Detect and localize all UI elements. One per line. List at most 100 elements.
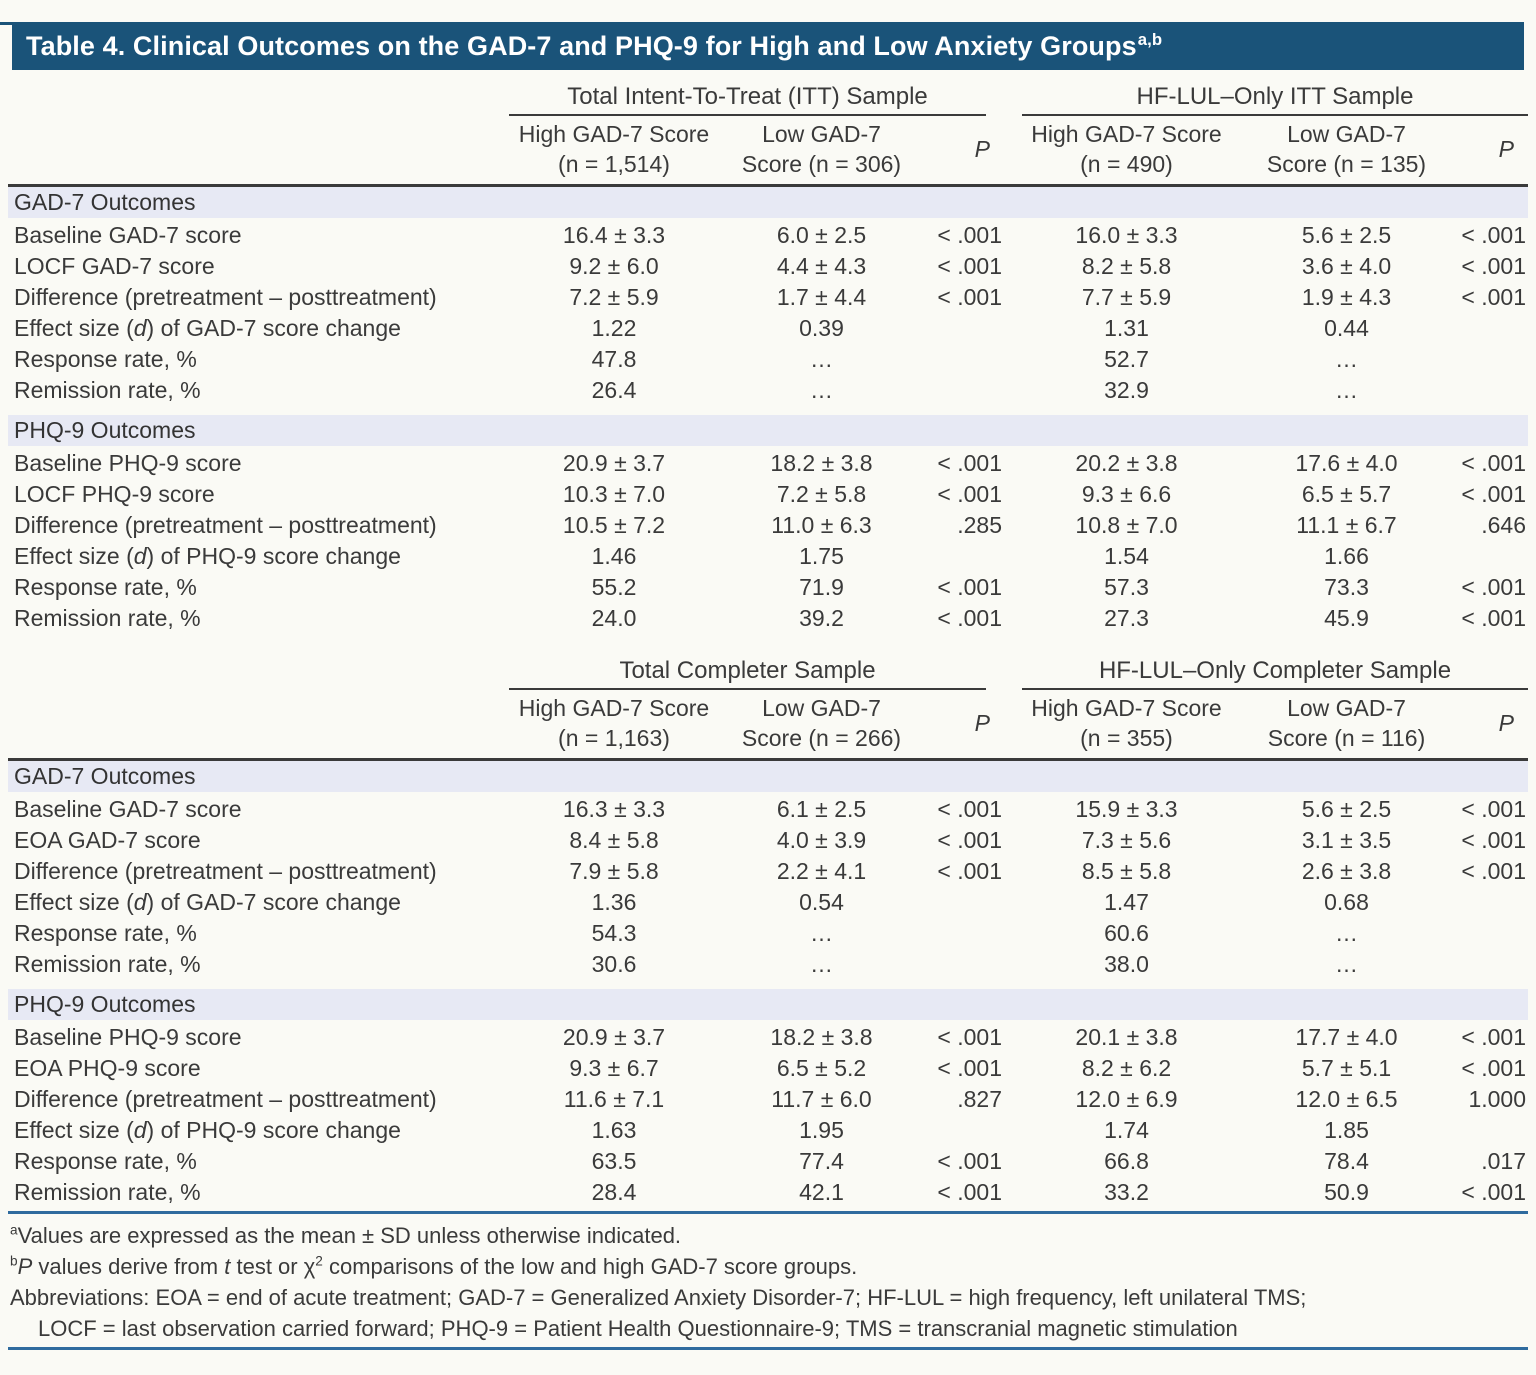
value-cell: … xyxy=(1335,377,1358,403)
data-row: Difference (pretreatment – posttreatment… xyxy=(8,510,1528,541)
value-cell: 16.3 ± 3.3 xyxy=(562,796,666,822)
p-value-cell: < .001 xyxy=(937,253,1002,279)
value-cell: 47.8 xyxy=(591,346,637,372)
value-cell: 20.9 ± 3.7 xyxy=(562,450,666,476)
p-value-cell: < .001 xyxy=(1461,284,1526,310)
p-value-cell xyxy=(924,375,1004,406)
value-cell: 2.2 ± 4.1 xyxy=(776,858,867,884)
p-value-cell xyxy=(924,918,1004,949)
p-value-cell xyxy=(1444,541,1528,572)
value-cell: 57.3 xyxy=(1104,574,1149,600)
spacer-cell xyxy=(8,406,1528,414)
value-cell: 0.68 xyxy=(1324,889,1369,915)
row-label-cell: LOCF GAD-7 score xyxy=(14,253,215,279)
p-value-cell: .827 xyxy=(957,1086,1002,1112)
value-cell: 66.8 xyxy=(1104,1148,1149,1174)
value-cell: 20.2 ± 3.8 xyxy=(1075,450,1178,476)
data-row: Remission rate, % 28.4 42.1 < .001 33.2 50.9 <… xyxy=(8,1177,1528,1208)
footnote-abbreviations-line-1: Abbreviations: EOA = end of acute treatm… xyxy=(10,1285,1307,1310)
column-header-cell: P xyxy=(1444,690,1528,761)
value-cell: 1.85 xyxy=(1324,1117,1369,1143)
column-header-cell: Low GAD-7 Score (n = 116) xyxy=(1249,690,1444,761)
p-value-cell xyxy=(1444,949,1528,980)
value-cell: 9.2 ± 6.0 xyxy=(569,253,659,279)
group-header-row: Total Completer Sample HF-LUL–Only Comple… xyxy=(8,634,1528,690)
p-value-cell xyxy=(924,541,1004,572)
p-value-cell: < .001 xyxy=(1461,827,1526,853)
value-cell: 1.63 xyxy=(591,1117,637,1143)
spacer-cell xyxy=(8,980,1528,988)
value-cell: 32.9 xyxy=(1104,377,1149,403)
value-cell: 18.2 ± 3.8 xyxy=(770,450,873,476)
data-row: Difference (pretreatment – posttreatment… xyxy=(8,856,1528,887)
row-label-cell: EOA GAD-7 score xyxy=(14,827,201,853)
outcomes-table: Total Intent-To-Treat (ITT) Sample HF-LUL… xyxy=(8,70,1528,1208)
p-value-cell: < .001 xyxy=(1461,1179,1526,1205)
value-cell: 4.4 ± 4.3 xyxy=(776,253,867,279)
p-value-cell: < .001 xyxy=(937,450,1002,476)
value-cell: … xyxy=(810,346,833,372)
p-value-cell: < .001 xyxy=(1461,1024,1526,1050)
row-label-cell: Effect size (d) of PHQ-9 score change xyxy=(14,1117,401,1143)
row-label-cell: Effect size (d) of GAD-7 score change xyxy=(14,889,401,915)
group-header-label: Total Intent-To-Treat (ITT) Sample xyxy=(509,82,986,116)
value-cell: 10.3 ± 7.0 xyxy=(562,481,666,507)
group-header-cell: Total Intent-To-Treat (ITT) Sample xyxy=(509,70,1004,116)
section-header-row: GAD-7 Outcomes xyxy=(8,184,1528,220)
corner-cell xyxy=(8,634,509,690)
value-cell: 20.9 ± 3.7 xyxy=(562,1024,666,1050)
column-header-cell: P xyxy=(924,116,1004,187)
value-cell: 8.4 ± 5.8 xyxy=(569,827,659,853)
table-title-bar: Table 4. Clinical Outcomes on the GAD-7 … xyxy=(12,22,1524,70)
p-value-cell xyxy=(1444,918,1528,949)
value-cell: 3.1 ± 3.5 xyxy=(1301,827,1392,853)
group-header-label: HF-LUL–Only ITT Sample xyxy=(1022,82,1528,116)
column-header-cell: High GAD-7 Score (n = 1,514) xyxy=(509,116,719,187)
data-row: Remission rate, % 30.6… 38.0… xyxy=(8,949,1528,980)
value-cell: 1.46 xyxy=(591,543,637,569)
value-cell: 1.31 xyxy=(1104,315,1149,341)
data-row: LOCF GAD-7 score 9.2 ± 6.0 4.4 ± 4.3 < .001… xyxy=(8,251,1528,282)
row-label-cell: Effect size (d) of PHQ-9 score change xyxy=(14,543,401,569)
section-header-row: PHQ-9 Outcomes xyxy=(8,987,1528,1022)
value-cell: 12.0 ± 6.9 xyxy=(1075,1086,1178,1112)
p-value-cell: < .001 xyxy=(937,796,1002,822)
value-cell: 6.5 ± 5.7 xyxy=(1301,481,1392,507)
row-label-cell: Response rate, % xyxy=(14,574,197,600)
row-label-cell: Difference (pretreatment – posttreatment… xyxy=(14,284,437,310)
row-label-cell: Remission rate, % xyxy=(14,1179,201,1205)
value-cell: … xyxy=(810,377,833,403)
value-cell: 18.2 ± 3.8 xyxy=(770,1024,873,1050)
p-value-cell: < .001 xyxy=(937,1179,1002,1205)
table-bottom-rule xyxy=(8,1211,1528,1214)
value-cell: 52.7 xyxy=(1104,346,1149,372)
value-cell: 7.9 ± 5.8 xyxy=(569,858,659,884)
row-label-cell: Baseline GAD-7 score xyxy=(14,796,242,822)
column-header-cell: High GAD-7 Score (n = 355) xyxy=(1004,690,1249,761)
data-row: EOA GAD-7 score 8.4 ± 5.8 4.0 ± 3.9 < .001 7… xyxy=(8,825,1528,856)
value-cell: 1.22 xyxy=(591,315,637,341)
value-cell: 54.3 xyxy=(591,920,637,946)
value-cell: 1.47 xyxy=(1104,889,1149,915)
p-value-cell: < .001 xyxy=(1461,253,1526,279)
value-cell: 1.66 xyxy=(1324,543,1369,569)
section-header-cell: PHQ-9 Outcomes xyxy=(8,413,1528,448)
value-cell: 9.3 ± 6.6 xyxy=(1081,481,1172,507)
spacer-row xyxy=(8,406,1528,414)
p-value-cell xyxy=(924,949,1004,980)
value-cell: … xyxy=(810,951,833,977)
footnotes: aValues are expressed as the mean ± SD u… xyxy=(10,1220,1526,1344)
group-header-cell: HF-LUL–Only ITT Sample xyxy=(1004,70,1528,116)
corner-cell xyxy=(8,690,509,761)
value-cell: 10.5 ± 7.2 xyxy=(562,512,666,538)
column-header-cell: High GAD-7 Score (n = 490) xyxy=(1004,116,1249,187)
value-cell: 12.0 ± 6.5 xyxy=(1295,1086,1398,1112)
value-cell: 55.2 xyxy=(591,574,637,600)
value-cell: 6.0 ± 2.5 xyxy=(776,222,867,248)
value-cell: … xyxy=(1335,951,1358,977)
p-value-cell xyxy=(1444,344,1528,375)
p-value-cell: < .001 xyxy=(1461,450,1526,476)
value-cell: 5.6 ± 2.5 xyxy=(1301,222,1392,248)
p-value-cell: .017 xyxy=(1481,1148,1526,1174)
row-label-cell: Baseline GAD-7 score xyxy=(14,222,242,248)
